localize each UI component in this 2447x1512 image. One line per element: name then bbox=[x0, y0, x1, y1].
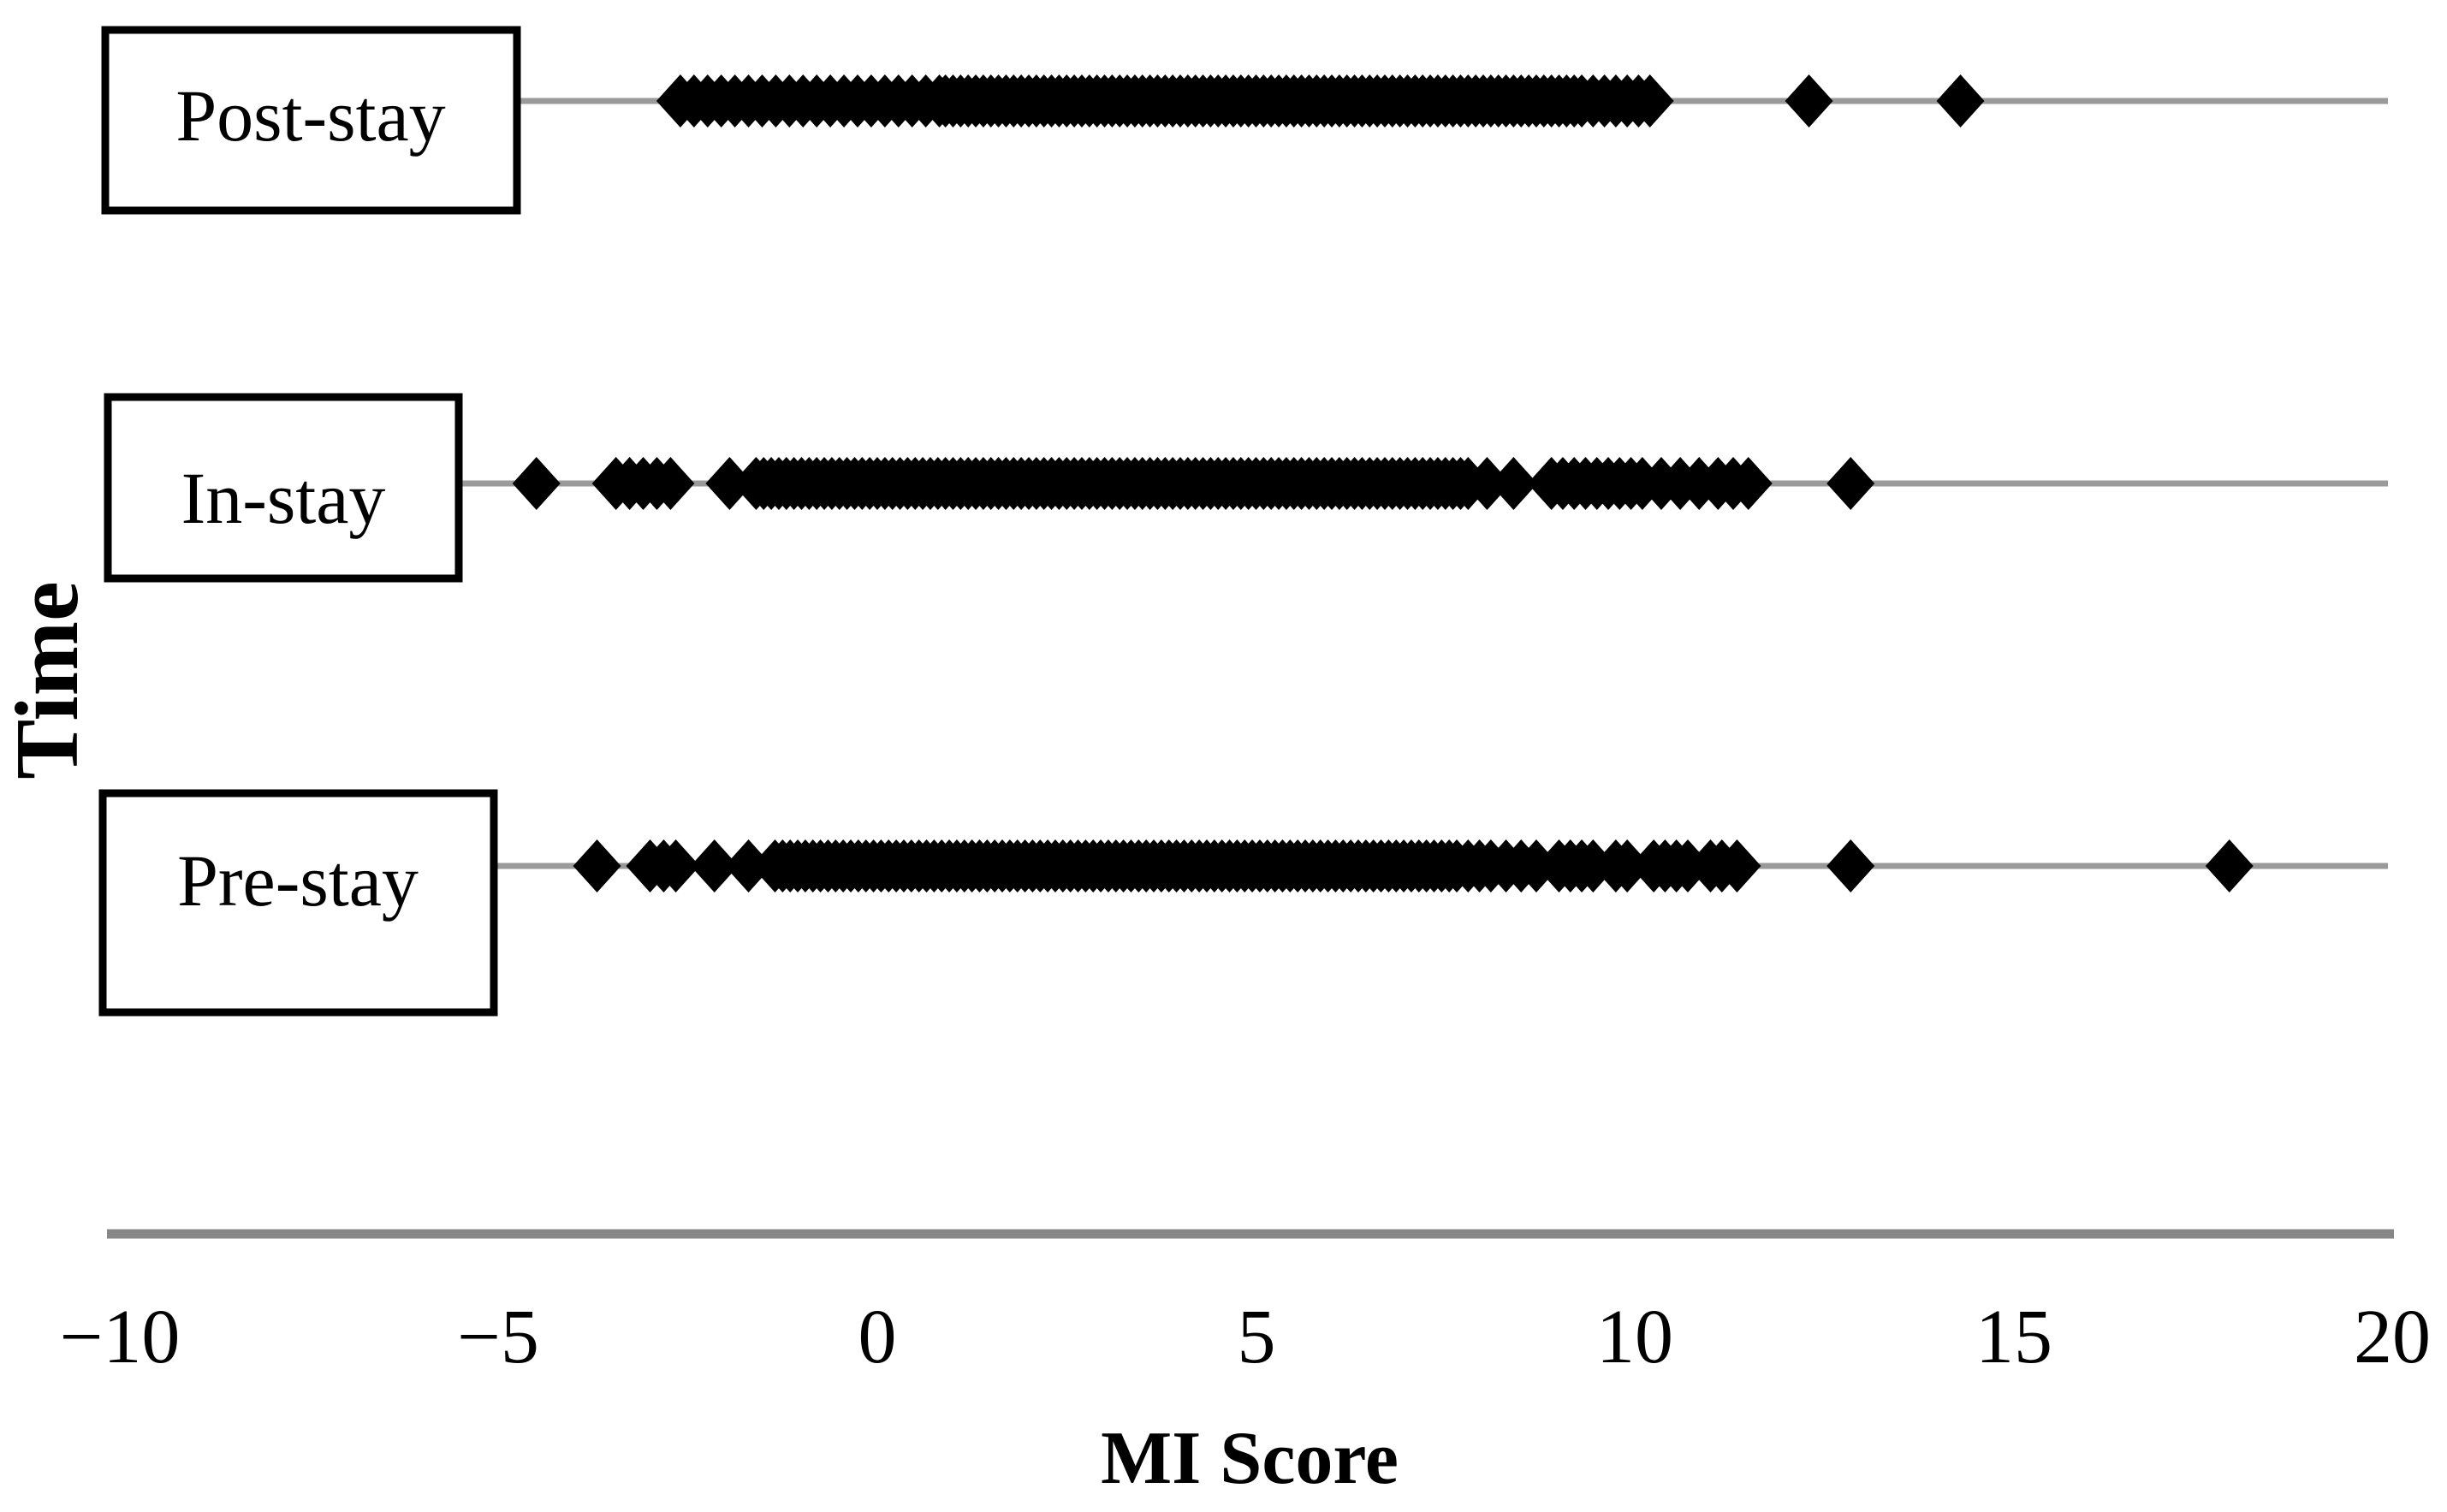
data-point-diamond bbox=[1785, 74, 1833, 127]
series-markers-pre-stay bbox=[573, 839, 2254, 892]
x-tick-0: 0 bbox=[858, 1295, 897, 1379]
data-point-diamond bbox=[1489, 457, 1538, 510]
data-point-diamond bbox=[646, 457, 695, 510]
y-axis-title: Time bbox=[0, 581, 97, 779]
x-axis-title: MI Score bbox=[1101, 1417, 1399, 1500]
category-box-post-stay bbox=[101, 26, 521, 215]
data-point-diamond bbox=[651, 839, 700, 892]
category-box-in-stay bbox=[104, 393, 463, 583]
data-point-diamond bbox=[705, 457, 754, 510]
category-label-in-stay: In-stay bbox=[181, 457, 386, 539]
series-markers-post-stay bbox=[656, 74, 1985, 127]
data-point-diamond bbox=[1724, 457, 1773, 510]
data-point-diamond bbox=[724, 839, 773, 892]
x-tick-20: 20 bbox=[2354, 1295, 2431, 1379]
data-point-diamond bbox=[2205, 839, 2254, 892]
data-point-diamond bbox=[1603, 839, 1652, 892]
data-point-diamond bbox=[1713, 839, 1761, 892]
data-point-diamond bbox=[512, 457, 561, 510]
series-markers-in-stay bbox=[512, 457, 1875, 510]
data-point-diamond bbox=[690, 839, 739, 892]
data-point-diamond bbox=[573, 839, 621, 892]
x-tick-10: 10 bbox=[1596, 1295, 1673, 1379]
data-point-diamond bbox=[1826, 839, 1875, 892]
data-point-diamond bbox=[1463, 457, 1512, 510]
x-tick-15: 15 bbox=[1975, 1295, 2052, 1379]
x-tick-5: 5 bbox=[1238, 1295, 1276, 1379]
row-pre-stay: Pre-stay bbox=[98, 789, 2388, 1017]
x-tick-neg10: −10 bbox=[60, 1295, 181, 1379]
data-point-diamond bbox=[1936, 74, 1985, 127]
data-point-diamond bbox=[1826, 457, 1875, 510]
row-in-stay: In-stay bbox=[104, 393, 2388, 583]
row-post-stay: Post-stay bbox=[101, 26, 2388, 215]
data-point-diamond bbox=[1625, 74, 1674, 127]
x-axis: −10 −5 0 5 10 15 20 bbox=[60, 1229, 2431, 1379]
category-label-post-stay: Post-stay bbox=[175, 74, 445, 157]
category-box-pre-stay bbox=[98, 789, 498, 1017]
x-tick-neg5: −5 bbox=[457, 1295, 539, 1379]
category-label-pre-stay: Pre-stay bbox=[177, 839, 419, 922]
